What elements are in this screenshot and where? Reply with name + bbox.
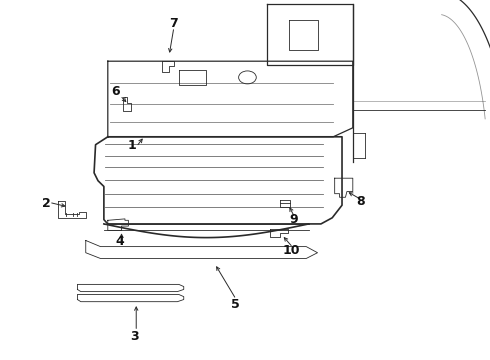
Text: 1: 1 [128,139,137,152]
Text: 5: 5 [231,298,240,311]
Text: 8: 8 [356,195,365,208]
Text: 4: 4 [116,235,124,248]
Text: 10: 10 [283,244,300,257]
Text: 7: 7 [170,17,178,30]
Text: 3: 3 [130,330,139,343]
Text: 2: 2 [42,197,51,210]
Text: 9: 9 [290,213,298,226]
Text: 6: 6 [111,85,120,98]
